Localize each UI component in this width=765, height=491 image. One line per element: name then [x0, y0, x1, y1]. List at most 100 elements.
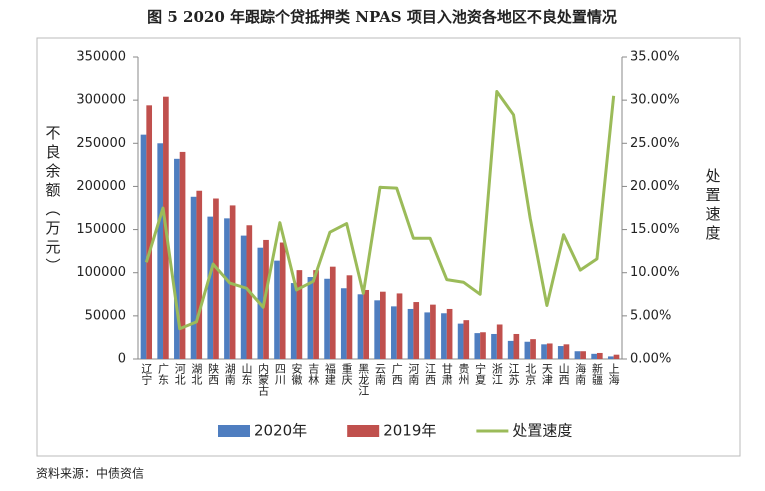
bar: [274, 260, 280, 359]
y2-tick-label: 30.00%: [630, 93, 680, 108]
x-tick-label: 山西: [557, 363, 570, 385]
x-tick-label: 辽宁: [140, 363, 153, 385]
line: [144, 90, 616, 331]
bar: [541, 344, 547, 359]
bar: [496, 324, 503, 359]
x-tick-label: 浙江: [490, 363, 503, 385]
bar: [424, 312, 431, 359]
x-tick-label: 陕西: [207, 362, 220, 385]
bar: [213, 198, 219, 359]
bar: [207, 216, 214, 359]
y2-tick-label: 25.00%: [630, 136, 680, 151]
y2-tick-label: 0.00%: [630, 352, 671, 367]
chart-frame: [36, 37, 741, 457]
x-tick-label: 上海: [607, 363, 620, 386]
bar: [190, 196, 197, 359]
bar: [591, 353, 597, 359]
bar: [524, 341, 531, 359]
bar: [596, 352, 603, 359]
bar: [557, 346, 564, 359]
bar: [240, 235, 247, 359]
x-tick-label: 海南: [574, 362, 587, 385]
bar: [290, 283, 297, 359]
bar: [340, 288, 347, 359]
bar: [580, 351, 586, 359]
x-tick-label: 内蒙古: [257, 362, 270, 396]
x-tick-label: 福建: [323, 362, 336, 386]
bar: [530, 339, 536, 359]
x-tick-label: 河北: [173, 363, 186, 385]
bar: [613, 354, 620, 359]
x-tick-label: 天津: [540, 363, 553, 385]
y-tick-label: 200000: [76, 179, 126, 194]
bar: [224, 218, 230, 359]
bar: [146, 105, 153, 359]
bar: [324, 278, 330, 359]
legend-label: 2019年: [383, 422, 436, 440]
x-tick-label: 甘肃: [440, 363, 453, 386]
y2-axis-label: 处置速度: [704, 168, 722, 244]
bar: [346, 275, 353, 359]
bar: [457, 323, 464, 359]
bar: [563, 344, 570, 359]
x-tick-label: 广西: [390, 363, 403, 385]
x-tick-label: 重庆: [340, 362, 353, 386]
x-tick-label: 河南: [407, 363, 420, 385]
bar: [313, 270, 319, 359]
legend-swatch: [218, 425, 250, 437]
y2-tick-label: 20.00%: [630, 179, 680, 194]
x-tick-label: 湖南: [223, 363, 236, 385]
bar: [430, 304, 436, 359]
x-tick-label: 山东: [240, 363, 253, 385]
bar: [380, 291, 386, 359]
y2-tick-label: 15.00%: [630, 222, 680, 237]
x-tick-label: 宁夏: [474, 362, 487, 385]
bar: [441, 313, 447, 359]
bar: [474, 333, 481, 359]
bar: [179, 151, 186, 359]
bar: [513, 333, 520, 359]
x-tick-label: 广东: [157, 363, 170, 385]
bar: [446, 308, 453, 359]
legend-label: 2020年: [254, 422, 307, 440]
y-tick-label: 100000: [76, 265, 126, 280]
x-tick-label: 四川: [273, 363, 286, 385]
bar: [307, 277, 314, 359]
chart-title: 图 5 2020 年跟踪个贷抵押类 NPAS 项目入池资各地区不良处置情况: [147, 8, 617, 26]
y-axis-label: 不良余额（万元）: [44, 125, 62, 277]
bar: [396, 293, 403, 359]
y2-tick-label: 10.00%: [630, 265, 680, 280]
bar: [574, 351, 581, 359]
legend-swatch: [347, 425, 380, 437]
bar: [329, 266, 336, 359]
legend-label: 处置速度: [512, 422, 572, 440]
y-tick-label: 250000: [76, 136, 126, 151]
bar: [157, 143, 164, 359]
bar: [196, 190, 203, 359]
bar: [413, 302, 420, 359]
bar: [407, 308, 414, 359]
bar: [507, 340, 514, 359]
bar: [140, 134, 147, 359]
x-tick-label: 云南: [374, 363, 387, 385]
source-note: 资料来源：中债资信: [36, 466, 144, 481]
y-tick-label: 300000: [76, 93, 126, 108]
y-tick-label: 50000: [85, 308, 126, 323]
bar: [357, 294, 364, 359]
x-tick-label: 江苏: [507, 363, 520, 386]
bar: [480, 332, 486, 359]
y2-tick-label: 35.00%: [630, 50, 680, 65]
bar: [374, 300, 380, 359]
bar: [546, 343, 553, 359]
bar: [229, 205, 236, 359]
x-tick-label: 贵州: [457, 363, 470, 385]
x-tick-label: 湖北: [190, 363, 203, 385]
x-tick-label: 吉林: [307, 363, 320, 385]
bar: [363, 289, 369, 359]
y-tick-label: 350000: [76, 50, 126, 65]
y2-tick-label: 5.00%: [630, 308, 671, 323]
bar: [296, 270, 303, 359]
x-tick-label: 安徽: [290, 362, 303, 386]
bar: [174, 158, 180, 359]
